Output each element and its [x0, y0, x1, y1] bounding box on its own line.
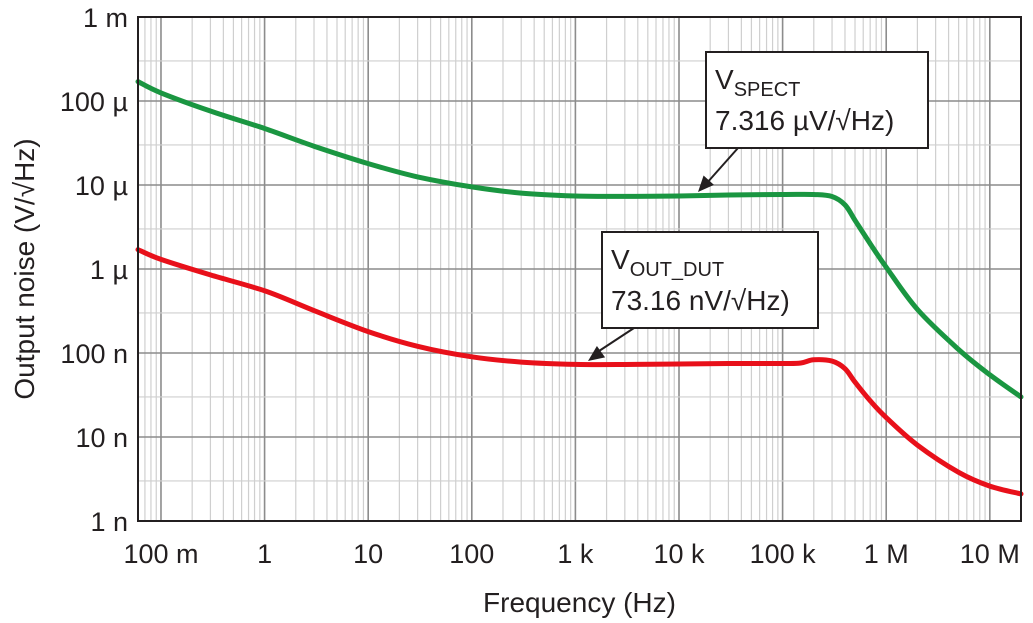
series-line-1 — [135, 79, 1024, 400]
x-tick-label: 1 — [257, 539, 272, 569]
callout-value: 7.316 µV/√Hz) — [715, 105, 894, 136]
x-tick-labels: 100 m 1 10 100 1 k 10 k 100 k 1 M 10 M — [123, 539, 1019, 569]
y-tick-labels: 1 n 10 n 100 n 1 µ 10 µ 100 µ 1 m — [60, 3, 128, 537]
y-axis-title: Output noise (V/√Hz) — [9, 138, 40, 399]
plot-frame — [137, 16, 1022, 522]
x-tick-label: 10 M — [960, 539, 1020, 569]
x-tick-label: 100 — [449, 539, 494, 569]
callout-leader-line — [595, 327, 635, 354]
callout-value: 73.16 nV/√Hz) — [611, 285, 790, 316]
x-tick-label: 10 k — [653, 539, 705, 569]
y-tick-label: 1 µ — [90, 255, 128, 285]
callout-arrowhead — [588, 345, 606, 361]
callout-arrowhead — [698, 175, 714, 192]
callout-leader-line — [705, 147, 739, 185]
x-tick-label: 100 m — [123, 539, 198, 569]
y-tick-label: 100 n — [60, 339, 128, 369]
curves — [135, 79, 1024, 497]
callout-title: VOUT_DUT — [611, 244, 724, 281]
y-tick-label: 100 µ — [60, 87, 128, 117]
x-axis-title: Frequency (Hz) — [483, 587, 676, 618]
x-tick-label: 100 k — [750, 539, 817, 569]
x-tick-label: 1 M — [864, 539, 909, 569]
callout-title: VSPECT — [715, 64, 800, 101]
y-tick-label: 10 µ — [75, 171, 128, 201]
callout-box — [705, 51, 929, 149]
x-tick-label: 1 k — [557, 539, 594, 569]
callout-subscript: OUT_DUT — [630, 259, 724, 281]
callout-box — [601, 231, 819, 329]
y-tick-label: 10 n — [75, 423, 128, 453]
x-tick-label: 10 — [353, 539, 383, 569]
series-line-2 — [135, 247, 1024, 497]
callout-symbol: V — [611, 244, 630, 275]
callout-symbol: V — [715, 64, 734, 95]
y-tick-label: 1 m — [83, 3, 128, 33]
callout-subscript: SPECT — [734, 79, 801, 101]
y-tick-label: 1 n — [90, 507, 128, 537]
